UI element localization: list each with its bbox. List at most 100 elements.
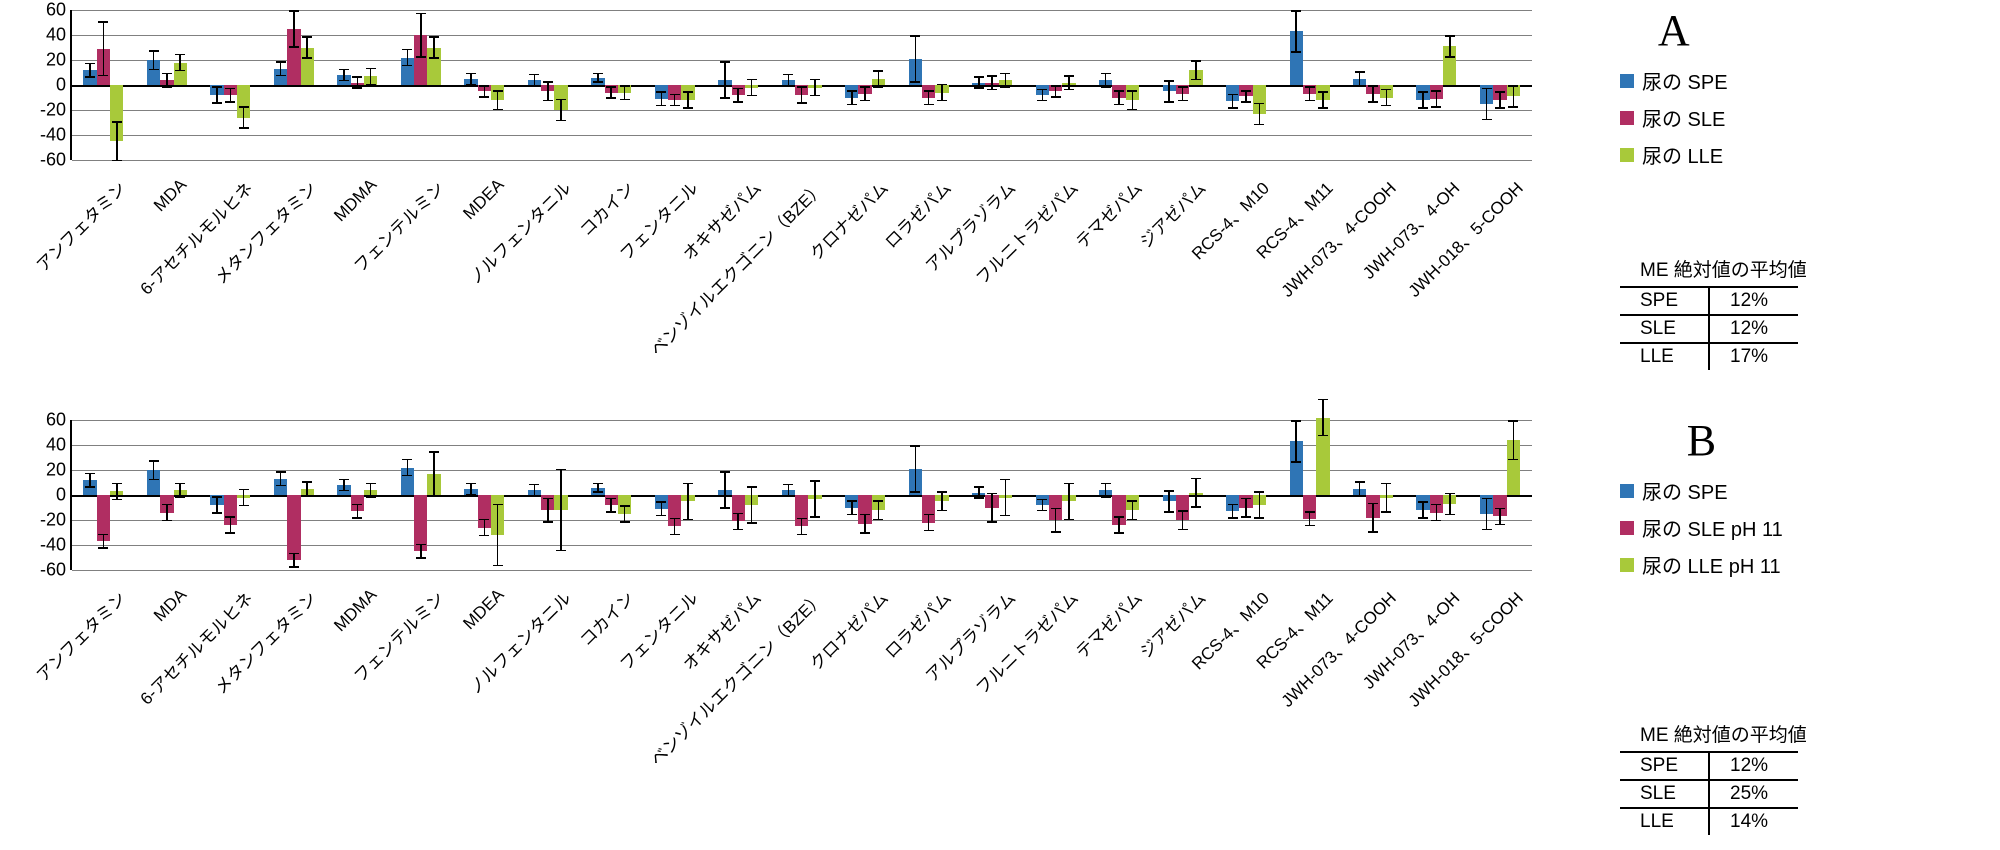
error-bar <box>864 514 866 534</box>
x-tick-label: アンフェタミン <box>30 585 131 686</box>
error-bar <box>1449 35 1451 58</box>
legend-panelB: B尿の SPE尿の SLE pH 11尿の LLE pH 11 <box>1620 415 1783 587</box>
error-bar <box>306 36 308 59</box>
error-bar <box>1055 85 1057 98</box>
error-bar <box>915 35 917 83</box>
error-bar <box>928 514 930 532</box>
legend-label: 尿の LLE pH 11 <box>1642 550 1781 579</box>
error-bar <box>153 50 155 70</box>
error-bar <box>801 518 803 536</box>
x-tick-label: MDEA <box>459 175 508 224</box>
error-bar <box>420 13 422 58</box>
panel-label: A <box>1620 5 1728 56</box>
legend-swatch <box>1620 148 1634 162</box>
error-bar <box>814 79 816 97</box>
error-bar <box>103 21 105 76</box>
error-bar <box>1322 91 1324 109</box>
table-cell: SPE <box>1620 752 1709 780</box>
error-bar <box>978 486 980 499</box>
y-tick-label: 20 <box>46 50 72 71</box>
error-bar <box>280 471 282 486</box>
y-tick-label: 0 <box>56 75 72 96</box>
legend-item: 尿の LLE <box>1620 140 1728 169</box>
legend-item: 尿の SPE <box>1620 476 1783 505</box>
error-bar <box>624 85 626 100</box>
error-bar <box>1105 483 1107 498</box>
error-bar <box>1436 90 1438 108</box>
error-bar <box>801 86 803 104</box>
error-bar <box>179 483 181 498</box>
y-tick-label: 60 <box>46 0 72 21</box>
error-bar <box>407 459 409 477</box>
error-bar <box>851 500 853 515</box>
error-bar <box>216 496 218 514</box>
error-bar <box>1449 493 1451 516</box>
error-bar <box>407 49 409 67</box>
error-bar <box>534 484 536 497</box>
y-tick-label: 40 <box>46 25 72 46</box>
error-bar <box>116 121 118 161</box>
y-tick-label: -40 <box>40 125 72 146</box>
y-tick-label: 60 <box>46 410 72 431</box>
error-bar <box>751 79 753 97</box>
error-bar <box>1005 73 1007 88</box>
error-bar <box>1042 89 1044 102</box>
y-tick-label: -20 <box>40 100 72 121</box>
error-bar <box>103 534 105 549</box>
error-bar <box>1195 478 1197 508</box>
table-cell: LLE <box>1620 808 1709 835</box>
error-bar <box>484 85 486 98</box>
error-bar <box>343 479 345 492</box>
error-bar <box>597 73 599 83</box>
error-bar <box>420 544 422 559</box>
legend-item: 尿の LLE pH 11 <box>1620 550 1783 579</box>
error-bar <box>306 481 308 496</box>
legend-swatch <box>1620 111 1634 125</box>
error-bar <box>928 90 930 105</box>
error-bar <box>470 483 472 496</box>
table-title: ME 絶対値の平均値 <box>1620 255 1807 282</box>
x-tick-label: テマゼパム <box>1069 175 1147 253</box>
gridline <box>72 160 1532 161</box>
error-bar <box>1322 399 1324 437</box>
error-bar <box>1132 90 1134 110</box>
error-bar <box>687 483 689 521</box>
y-tick-label: 0 <box>56 485 72 506</box>
x-tick-label: MDA <box>150 585 191 626</box>
error-bar <box>737 513 739 531</box>
panel-label: B <box>1620 415 1783 466</box>
error-bar <box>1118 516 1120 534</box>
error-bar <box>497 90 499 110</box>
error-bar <box>724 61 726 99</box>
error-bar <box>1168 80 1170 103</box>
error-bar <box>534 74 536 87</box>
y-tick-label: -20 <box>40 510 72 531</box>
error-bar <box>116 483 118 501</box>
y-tick-label: 20 <box>46 460 72 481</box>
error-bar <box>1168 490 1170 513</box>
legend-swatch <box>1620 484 1634 498</box>
table-row: LLE14% <box>1620 808 1798 835</box>
legend-item: 尿の SLE <box>1620 103 1728 132</box>
error-bar <box>1372 85 1374 103</box>
error-bar <box>1042 499 1044 512</box>
x-tick-label: JWH-018、5-COOH <box>1401 585 1528 712</box>
table-row: LLE17% <box>1620 343 1798 370</box>
table-cell: 12% <box>1709 287 1798 315</box>
table-title: ME 絶対値の平均値 <box>1620 720 1807 747</box>
error-bar <box>941 491 943 511</box>
error-bar <box>1513 420 1515 460</box>
error-bar <box>1295 420 1297 463</box>
error-bar <box>1386 89 1388 107</box>
legend-panelA: A尿の SPE尿の SLE尿の LLE <box>1620 5 1728 177</box>
error-bar <box>1422 501 1424 519</box>
bar <box>287 495 300 560</box>
gridline <box>72 470 1532 471</box>
error-bar <box>280 61 282 76</box>
error-bar <box>624 505 626 523</box>
error-bar <box>560 99 562 122</box>
table-row: SLE25% <box>1620 780 1798 808</box>
error-bar <box>1232 504 1234 519</box>
error-bar <box>497 504 499 567</box>
error-bar <box>230 516 232 534</box>
